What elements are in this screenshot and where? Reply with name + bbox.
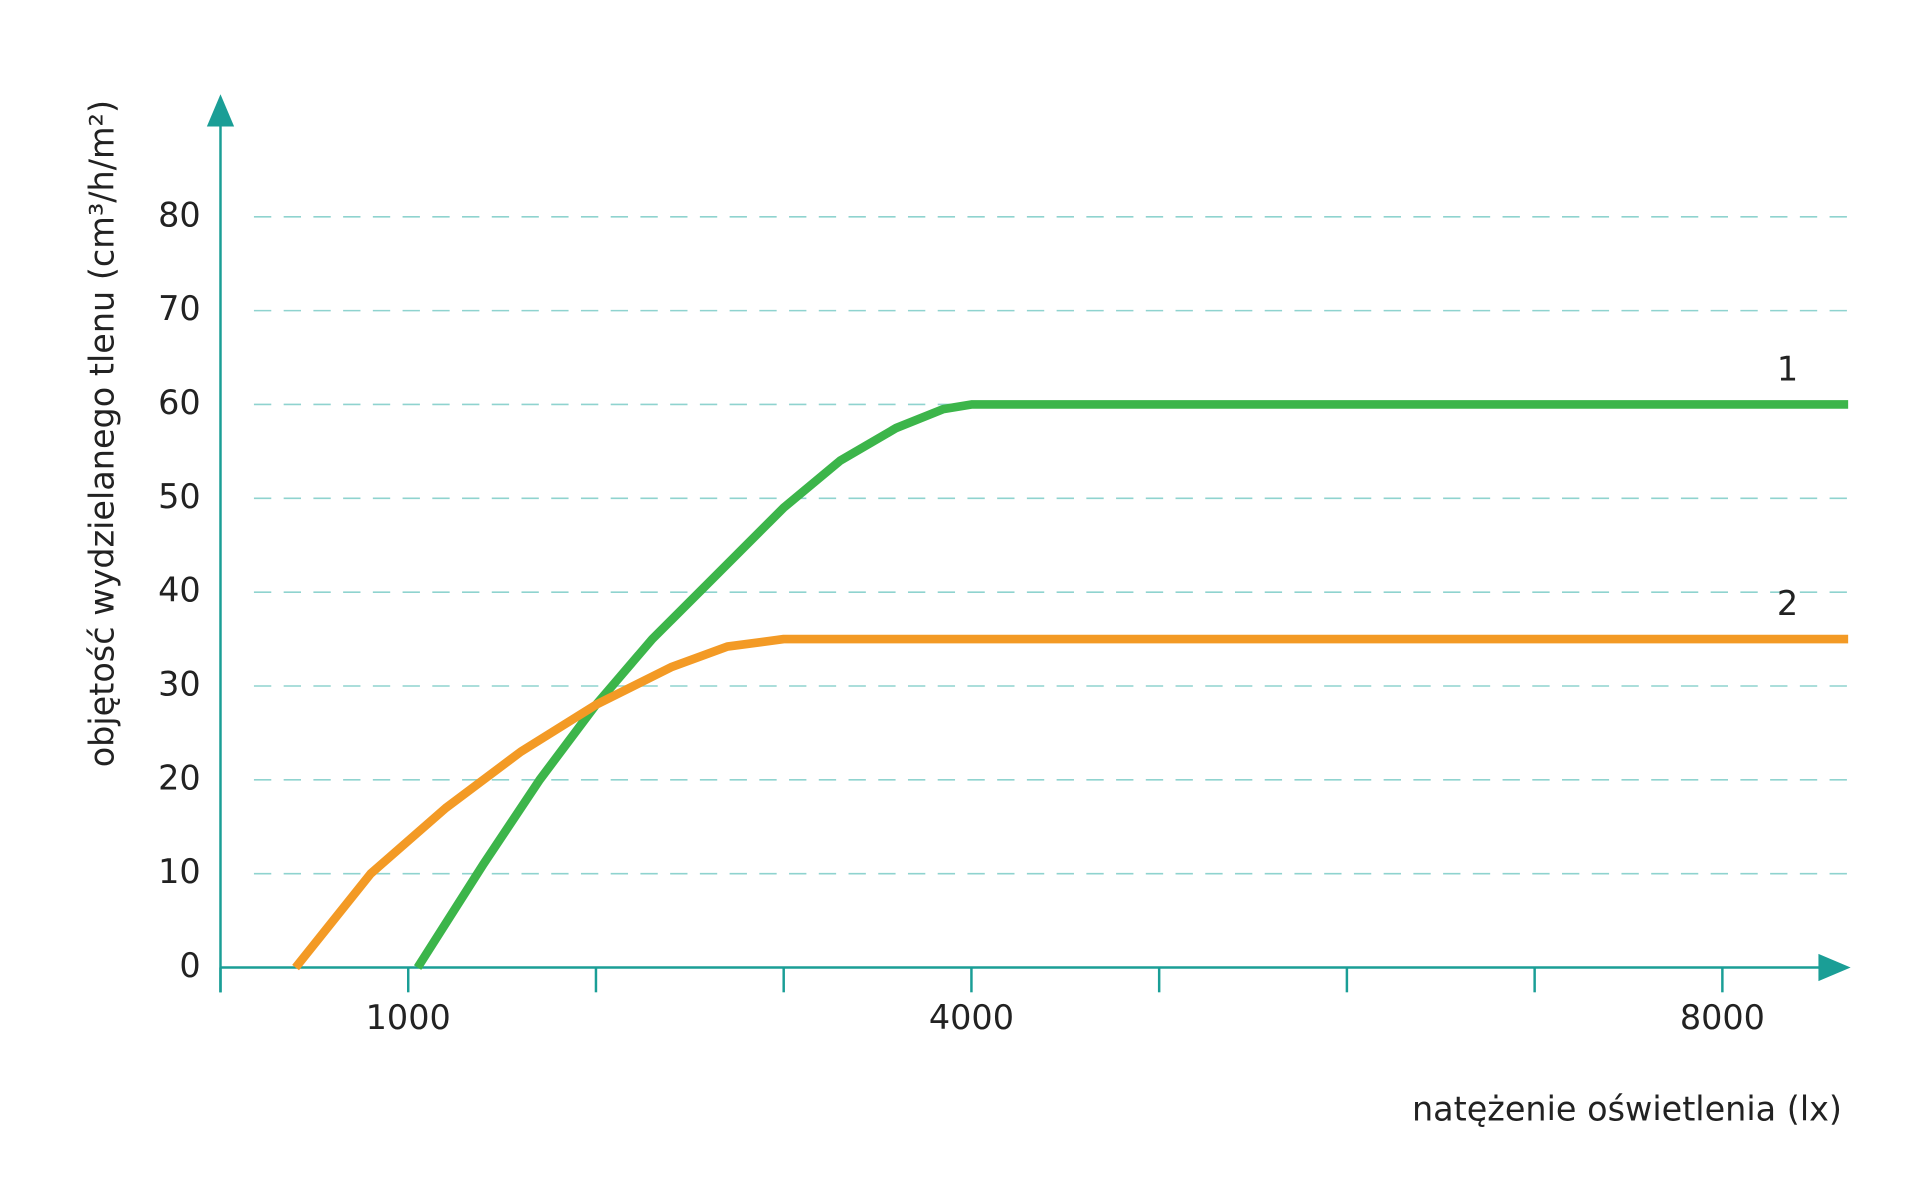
x-tick-label: 4000 bbox=[929, 998, 1014, 1037]
x-axis-title: natężenie oświetlenia (lx) bbox=[1412, 1090, 1842, 1129]
x-tick-label: 8000 bbox=[1680, 998, 1765, 1037]
y-tick-label: 60 bbox=[158, 383, 201, 422]
series-label: 2 bbox=[1777, 584, 1798, 623]
y-tick-label: 20 bbox=[158, 758, 201, 797]
y-tick-label: 40 bbox=[158, 571, 201, 610]
series-label: 1 bbox=[1777, 350, 1798, 389]
y-tick-label: 80 bbox=[158, 195, 201, 234]
y-tick-label: 70 bbox=[158, 289, 201, 328]
y-tick-label: 30 bbox=[158, 665, 201, 704]
x-axis-arrow bbox=[1818, 953, 1851, 982]
x-tick-label: 1000 bbox=[366, 998, 451, 1037]
y-axis-title: objętość wydzielanego tlenu (cm³/h/m²) bbox=[83, 100, 122, 767]
series-line bbox=[413, 400, 1849, 970]
y-tick-label: 0 bbox=[179, 946, 200, 985]
y-axis-arrow bbox=[206, 94, 235, 127]
y-tick-label: 10 bbox=[158, 852, 201, 891]
y-tick-label: 50 bbox=[158, 477, 201, 516]
series-line bbox=[292, 634, 1849, 971]
